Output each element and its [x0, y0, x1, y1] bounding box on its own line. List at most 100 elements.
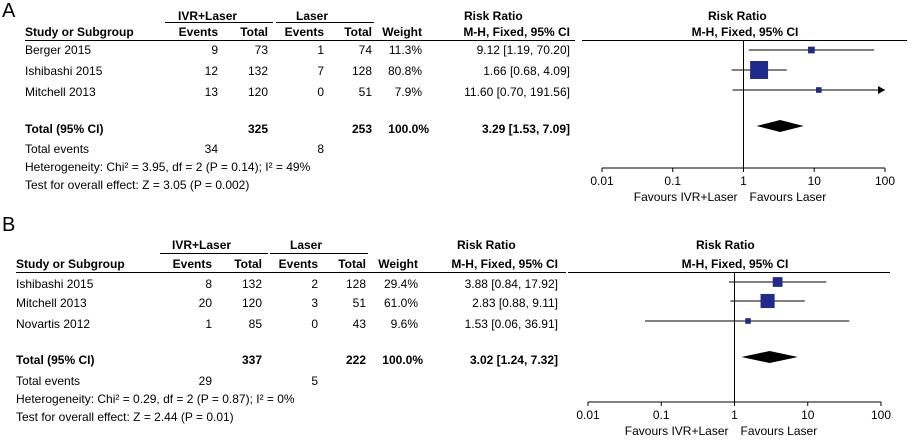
- rr-ci-value: 1.53 [0.06, 36.91]: [464, 317, 558, 331]
- total2-value: 128: [351, 64, 372, 78]
- forest-plot-a: 0.01 0.1 1 10 100 Favours IVR+Laser Favours La…: [590, 40, 895, 204]
- rr-ci-value: 1.66 [0.68, 4.09]: [483, 64, 570, 78]
- header-rule: [25, 40, 575, 41]
- rr-ci-value: 2.83 [0.88, 9.11]: [472, 296, 558, 310]
- events2-value: 7: [317, 64, 324, 78]
- overall-effect-text: Test for overall effect: Z = 2.44 (P = 0…: [16, 410, 234, 424]
- forest-plot-panel-a: A IVR+Laser Laser Risk Ratio Risk Ratio …: [0, 0, 924, 210]
- favours-right-label: Favours Laser: [741, 424, 818, 438]
- weight-value: 7.9%: [394, 85, 422, 99]
- study-name: Ishibashi 2015: [25, 64, 103, 78]
- study-marker: [815, 87, 822, 93]
- study-marker: [808, 46, 815, 54]
- plot-header-rule: [582, 40, 907, 41]
- study-marker: [772, 277, 783, 287]
- weight-value: 11.3%: [388, 43, 422, 57]
- total1-value: 85: [248, 317, 262, 331]
- events2-value: 0: [317, 85, 324, 99]
- header-rule: [16, 272, 566, 273]
- group2-header: Laser: [290, 238, 323, 252]
- total1-value: 120: [247, 85, 268, 99]
- total-events1: 29: [198, 374, 212, 388]
- events1-value: 13: [204, 85, 218, 99]
- total2-header: Total: [338, 257, 366, 271]
- study-marker: [760, 293, 775, 309]
- study-marker: [750, 61, 769, 79]
- total1-value: 120: [241, 296, 262, 310]
- weight-header: Weight: [382, 25, 422, 39]
- total-label: Total (95% CI): [16, 353, 95, 367]
- total-weight: 100.0%: [388, 122, 429, 136]
- total-events2: 8: [317, 142, 324, 156]
- favours-left-label: Favours IVR+Laser: [625, 424, 729, 438]
- rr-ci-value: 9.12 [1.19, 70.20]: [476, 43, 570, 57]
- total1-header: Total: [234, 257, 262, 271]
- events2-value: 1: [317, 43, 324, 57]
- x-tick-label: 0.1: [664, 174, 681, 188]
- group2-rule: [276, 22, 374, 23]
- favours-right-label: Favours Laser: [750, 190, 827, 204]
- x-tick-label: 100: [871, 408, 891, 422]
- rr-method-header: M-H, Fixed, 95% CI: [463, 25, 570, 39]
- total1-value: 73: [254, 43, 268, 57]
- study-name: Novartis 2012: [16, 317, 91, 331]
- total1-value: 132: [247, 64, 268, 78]
- group1-rule: [160, 253, 268, 254]
- study-name: Mitchell 2013: [25, 85, 96, 99]
- ci-arrow: [878, 86, 885, 94]
- total1-sum: 325: [247, 122, 268, 136]
- total-events-label: Total events: [25, 142, 90, 156]
- x-tick-label: 1: [731, 408, 738, 422]
- events2-header: Events: [278, 257, 318, 271]
- rr-title-header: Risk Ratio: [464, 9, 523, 23]
- study-header: Study or Subgroup: [16, 257, 125, 271]
- events2-value: 2: [311, 277, 318, 291]
- x-tick-label: 0.01: [590, 174, 614, 188]
- total2-value: 51: [352, 296, 366, 310]
- x-tick-label: 10: [801, 408, 815, 422]
- total2-sum: 253: [351, 122, 372, 136]
- study-name: Mitchell 2013: [16, 296, 87, 310]
- x-tick-label: 100: [875, 174, 895, 188]
- x-tick-label: 1: [740, 174, 747, 188]
- total-events1: 34: [204, 142, 218, 156]
- total-events-label: Total events: [16, 374, 81, 388]
- panel-letter: B: [2, 214, 16, 236]
- heterogeneity-text: Heterogeneity: Chi² = 3.95, df = 2 (P = …: [25, 160, 311, 174]
- weight-value: 61.0%: [383, 296, 418, 310]
- rr-plot-method: M-H, Fixed, 95% CI: [691, 25, 799, 39]
- panel-letter: A: [2, 0, 16, 22]
- events1-value: 12: [204, 64, 218, 78]
- total2-value: 128: [345, 277, 366, 291]
- total-weight: 100.0%: [382, 353, 423, 367]
- study-name: Ishibashi 2015: [16, 277, 94, 291]
- study-name: Berger 2015: [25, 43, 92, 57]
- total2-header: Total: [344, 25, 372, 39]
- events1-value: 8: [205, 277, 212, 291]
- events2-value: 3: [311, 296, 318, 310]
- x-tick-label: 0.1: [653, 408, 670, 422]
- group1-rule: [165, 22, 273, 23]
- total1-sum: 337: [241, 353, 262, 367]
- study-marker: [745, 318, 751, 324]
- total-events2: 5: [311, 374, 318, 388]
- events1-header: Events: [172, 257, 212, 271]
- forest-plot-panel-b: B IVR+Laser Laser Risk Ratio Risk Ratio …: [0, 214, 924, 442]
- events1-header: Events: [178, 25, 218, 39]
- total2-sum: 222: [345, 353, 366, 367]
- total1-header: Total: [240, 25, 268, 39]
- group2-header: Laser: [296, 9, 329, 23]
- x-tick-label: 0.01: [576, 408, 600, 422]
- total2-value: 43: [352, 317, 366, 331]
- total-rr-ci: 3.29 [1.53, 7.09]: [481, 122, 570, 136]
- total-rr-ci: 3.02 [1.24, 7.32]: [469, 353, 558, 367]
- pooled-diamond: [756, 120, 804, 132]
- rr-method-header: M-H, Fixed, 95% CI: [451, 257, 558, 271]
- rr-plot-title: Risk Ratio: [696, 238, 755, 252]
- heterogeneity-text: Heterogeneity: Chi² = 0.29, df = 2 (P = …: [16, 392, 295, 406]
- rr-ci-value: 3.88 [0.84, 17.92]: [464, 277, 558, 291]
- weight-value: 80.8%: [387, 64, 422, 78]
- pooled-diamond: [741, 351, 798, 363]
- forest-plot-b: 0.01 0.1 1 10 100 Favours IVR+Laser Favours La…: [576, 272, 891, 438]
- favours-left-label: Favours IVR+Laser: [634, 190, 738, 204]
